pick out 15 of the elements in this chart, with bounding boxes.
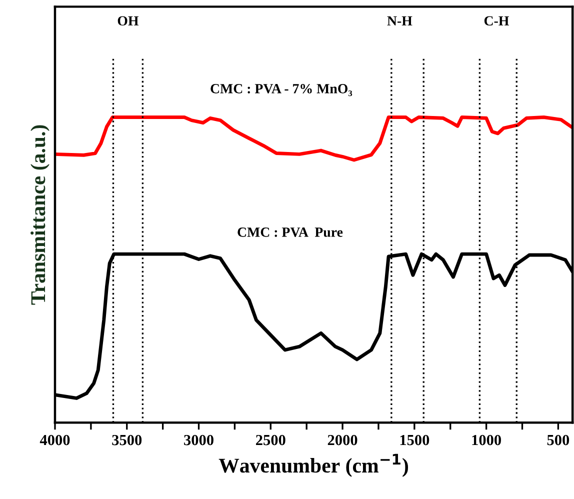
x-tick-label: 1000 bbox=[472, 434, 501, 446]
x-axis-title: Wavenumber (cm$^{−1}$) bbox=[218, 454, 408, 477]
series-label: CMC : PVA Pure bbox=[238, 228, 343, 237]
x-tick-label: 4000 bbox=[40, 434, 70, 446]
x-tick-label: 1500 bbox=[400, 434, 430, 446]
x-tick-label: 500 bbox=[547, 434, 570, 446]
x-tick-label: 2500 bbox=[256, 434, 286, 446]
x-tick-label: 3500 bbox=[112, 434, 142, 446]
text: N-H bbox=[387, 16, 412, 26]
series-label: CMC : PVA - 7% MnO₃ bbox=[210, 84, 352, 96]
text: OH bbox=[118, 16, 139, 26]
x-tick-label: 2000 bbox=[328, 434, 358, 446]
x-tick-label: 3000 bbox=[184, 434, 214, 446]
text: C-H bbox=[484, 16, 509, 26]
y-axis-title: Transmittance (a.u.) bbox=[30, 125, 50, 305]
